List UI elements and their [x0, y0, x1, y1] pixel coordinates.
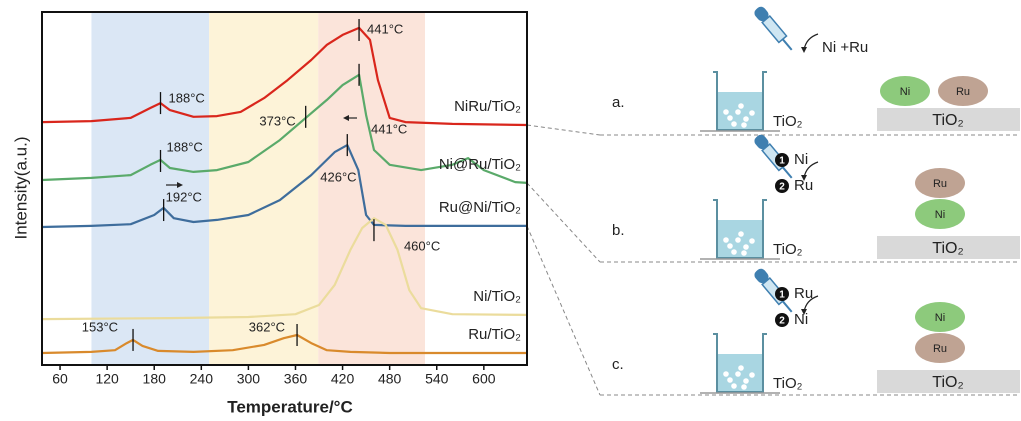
step-text: Ni [794, 151, 808, 168]
step-number: 2 [779, 316, 785, 327]
bubble [723, 237, 729, 243]
bubble [741, 384, 747, 390]
annotation-label: 373°C [259, 113, 295, 128]
bubble [738, 231, 744, 237]
particle-label: Ni [935, 209, 945, 221]
bubble [738, 365, 744, 371]
step-text: Ni [794, 311, 808, 328]
bubble [749, 372, 755, 378]
row-label: b. [612, 222, 625, 239]
schematic-row: c. 1 Ru 2 Ni TiO₂ TiO₂ Ni Ru [612, 267, 1020, 393]
support-label: TiO₂ [932, 374, 963, 391]
bubble [743, 116, 749, 122]
bubble [743, 244, 749, 250]
y-axis-title: Intensity(a.u.) [11, 137, 30, 240]
dropper-tip [783, 39, 792, 50]
dropper [752, 267, 796, 316]
step-number: 2 [779, 182, 785, 193]
x-tick-label: 360 [284, 371, 308, 387]
particle-label: Ni [935, 312, 945, 324]
series-label: Ni/TiO₂ [473, 288, 521, 305]
bubble [741, 122, 747, 128]
step-text: Ru [794, 177, 813, 194]
support-label: TiO₂ [932, 240, 963, 257]
bubble [727, 115, 733, 121]
particle-label: Ru [933, 343, 947, 355]
row-label: c. [612, 356, 624, 373]
bubble [735, 109, 741, 115]
annotation-label: 192°C [166, 189, 202, 204]
series-label: Ru@Ni/TiO₂ [439, 199, 521, 216]
particle-label: Ni [900, 86, 910, 98]
bubble [743, 378, 749, 384]
bubble [727, 377, 733, 383]
x-tick-label: 300 [237, 371, 261, 387]
x-tick-label: 420 [331, 371, 355, 387]
dropper-tip [783, 301, 792, 312]
x-tick-label: 240 [190, 371, 214, 387]
shaded-region [318, 12, 425, 365]
annotation-label: 426°C [320, 170, 356, 185]
bubble [727, 243, 733, 249]
annotation-label: 441°C [371, 121, 407, 136]
annotation-label: 362°C [249, 319, 285, 334]
dropper-tip [783, 167, 792, 178]
x-tick-label: 180 [143, 371, 167, 387]
annotation-label: 188°C [167, 139, 203, 154]
step-number: 1 [779, 156, 785, 167]
series-label: Ni@Ru/TiO₂ [439, 156, 521, 173]
bubble [723, 109, 729, 115]
schematic-row: a. Ni +Ru TiO₂ TiO₂ Ni Ru [612, 5, 1020, 131]
series-label: Ru/TiO₂ [468, 326, 521, 343]
x-tick-label: 480 [378, 371, 402, 387]
step-number: 1 [779, 290, 785, 301]
bubble [741, 250, 747, 256]
annotation-label: 441°C [367, 21, 403, 36]
x-tick-label: 120 [95, 371, 119, 387]
dropper [752, 5, 796, 54]
schematic-row: b. 1 Ni 2 Ru TiO₂ TiO₂ Ru Ni [612, 133, 1020, 259]
x-tick-label: 60 [52, 371, 68, 387]
particle-label: Ru [933, 178, 947, 190]
bubble [731, 121, 737, 127]
figure: 60120180240300360420480540600NiRu/TiO₂Ni… [0, 0, 1021, 421]
x-tick-label: 600 [472, 371, 496, 387]
support-label: TiO₂ [932, 112, 963, 129]
bubble [731, 383, 737, 389]
bubble [738, 103, 744, 109]
dropper [752, 133, 796, 182]
beaker-label: TiO₂ [773, 113, 803, 130]
particle-label: Ru [956, 86, 970, 98]
bubble [749, 110, 755, 116]
series-label: NiRu/TiO₂ [454, 98, 521, 115]
bubble [735, 371, 741, 377]
bubble [731, 249, 737, 255]
row-label: a. [612, 94, 625, 111]
beaker-label: TiO₂ [773, 241, 803, 258]
bubble [723, 371, 729, 377]
annotation-label: 188°C [169, 91, 205, 106]
bubble [749, 238, 755, 244]
x-axis-title: Temperature/°C [227, 397, 353, 416]
step-text: Ru [794, 285, 813, 302]
annotation-label: 153°C [82, 319, 118, 334]
drop-arrowhead [801, 47, 807, 53]
annotation-label: 460°C [404, 239, 440, 254]
dropper-body [762, 16, 786, 42]
bubble [735, 237, 741, 243]
x-tick-label: 540 [425, 371, 449, 387]
step-text: Ni +Ru [822, 39, 868, 56]
beaker-label: TiO₂ [773, 375, 803, 392]
